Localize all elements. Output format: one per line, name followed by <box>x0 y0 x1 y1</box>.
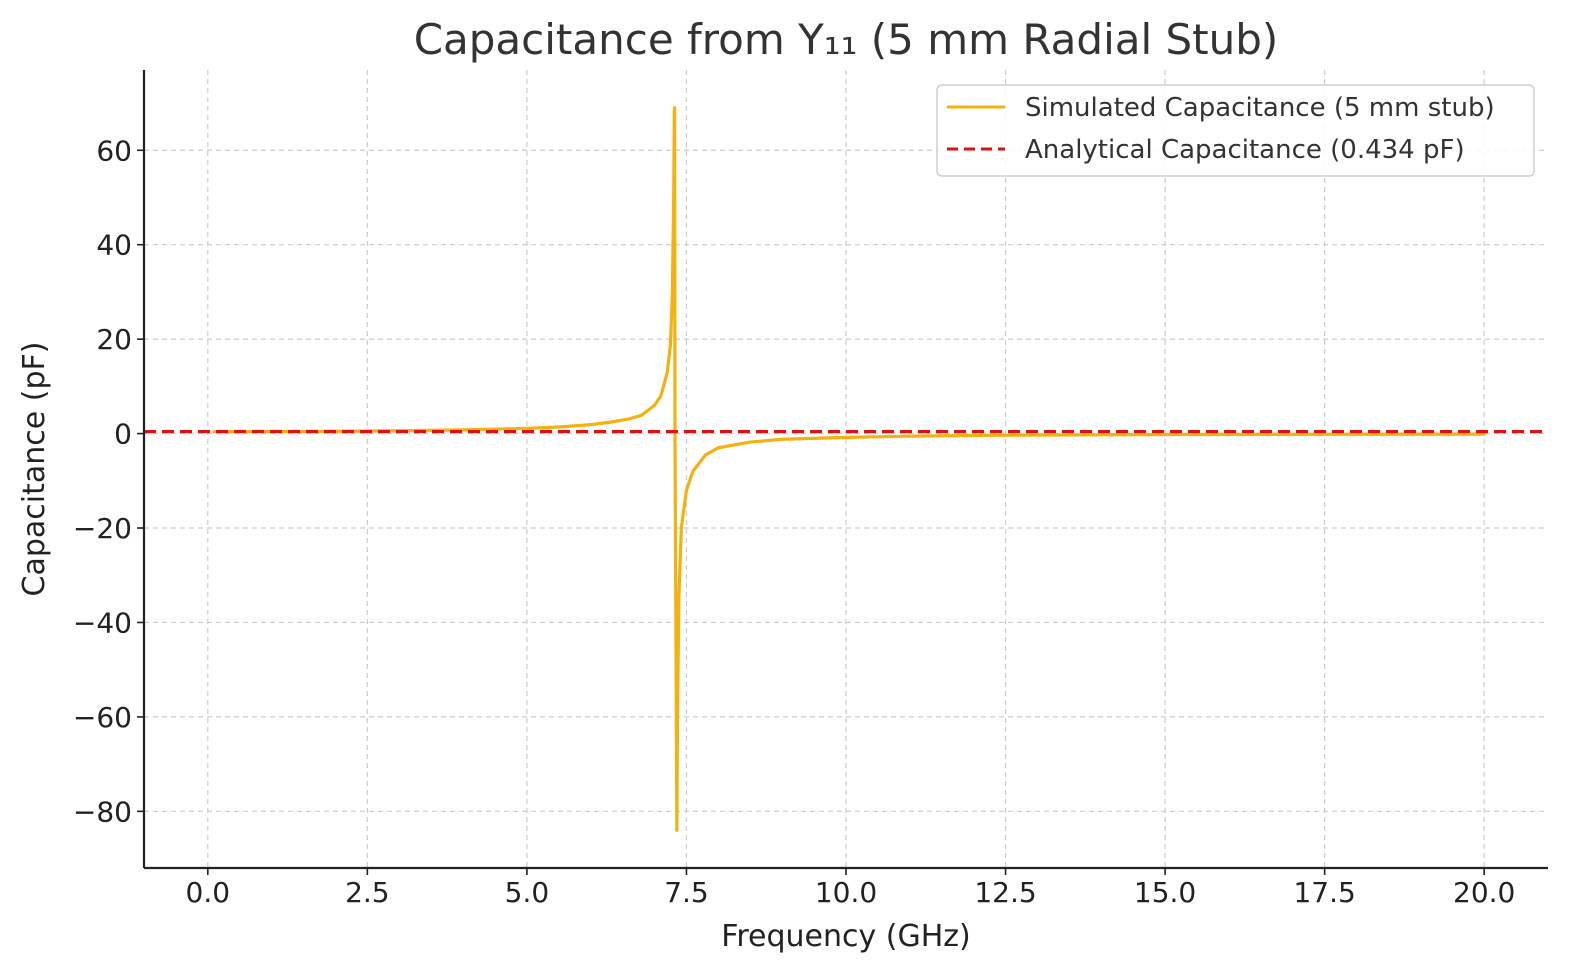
y-tick-label: −40 <box>73 606 132 639</box>
x-tick-label: 20.0 <box>1453 876 1515 909</box>
y-tick-label: −20 <box>73 512 132 545</box>
y-axis-label: Capacitance (pF) <box>17 342 52 597</box>
y-tick-label: −60 <box>73 701 132 734</box>
y-tick-label: 20 <box>96 323 132 356</box>
x-tick-label: 5.0 <box>505 876 550 909</box>
plot-area <box>144 106 1548 832</box>
x-tick-label: 15.0 <box>1134 876 1196 909</box>
x-tick-label: 17.5 <box>1293 876 1355 909</box>
grid <box>144 70 1548 868</box>
x-tick-label: 12.5 <box>974 876 1036 909</box>
y-tick-label: −80 <box>73 795 132 828</box>
legend-box <box>936 84 1535 177</box>
chart-title: Capacitance from Y₁₁ (5 mm Radial Stub) <box>414 15 1279 64</box>
x-axis-label: Frequency (GHz) <box>721 919 970 954</box>
y-tick-label: 40 <box>96 229 132 262</box>
x-tick-label: 7.5 <box>664 876 709 909</box>
y-tick-label: 60 <box>96 134 132 167</box>
legend-entry-simulated: Simulated Capacitance (5 mm stub) <box>1025 93 1495 123</box>
series-simulated-capacitance <box>212 106 1486 832</box>
y-tick-label: 0 <box>114 418 132 451</box>
x-tick-label: 2.5 <box>345 876 390 909</box>
legend: Simulated Capacitance (5 mm stub) Analyt… <box>936 84 1535 177</box>
x-tick-label: 10.0 <box>815 876 877 909</box>
x-tick-label: 0.0 <box>186 876 231 909</box>
legend-entry-analytical: Analytical Capacitance (0.434 pF) <box>1025 135 1465 165</box>
x-ticks: 0.0 2.5 5.0 7.5 10.0 12.5 15.0 17.5 20.0 <box>186 868 1515 909</box>
y-ticks: −80 −60 −40 −20 0 20 40 60 <box>73 134 144 828</box>
